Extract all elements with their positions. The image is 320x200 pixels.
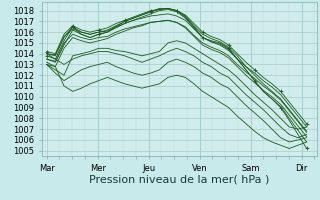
X-axis label: Pression niveau de la mer( hPa ): Pression niveau de la mer( hPa ) (89, 174, 269, 184)
